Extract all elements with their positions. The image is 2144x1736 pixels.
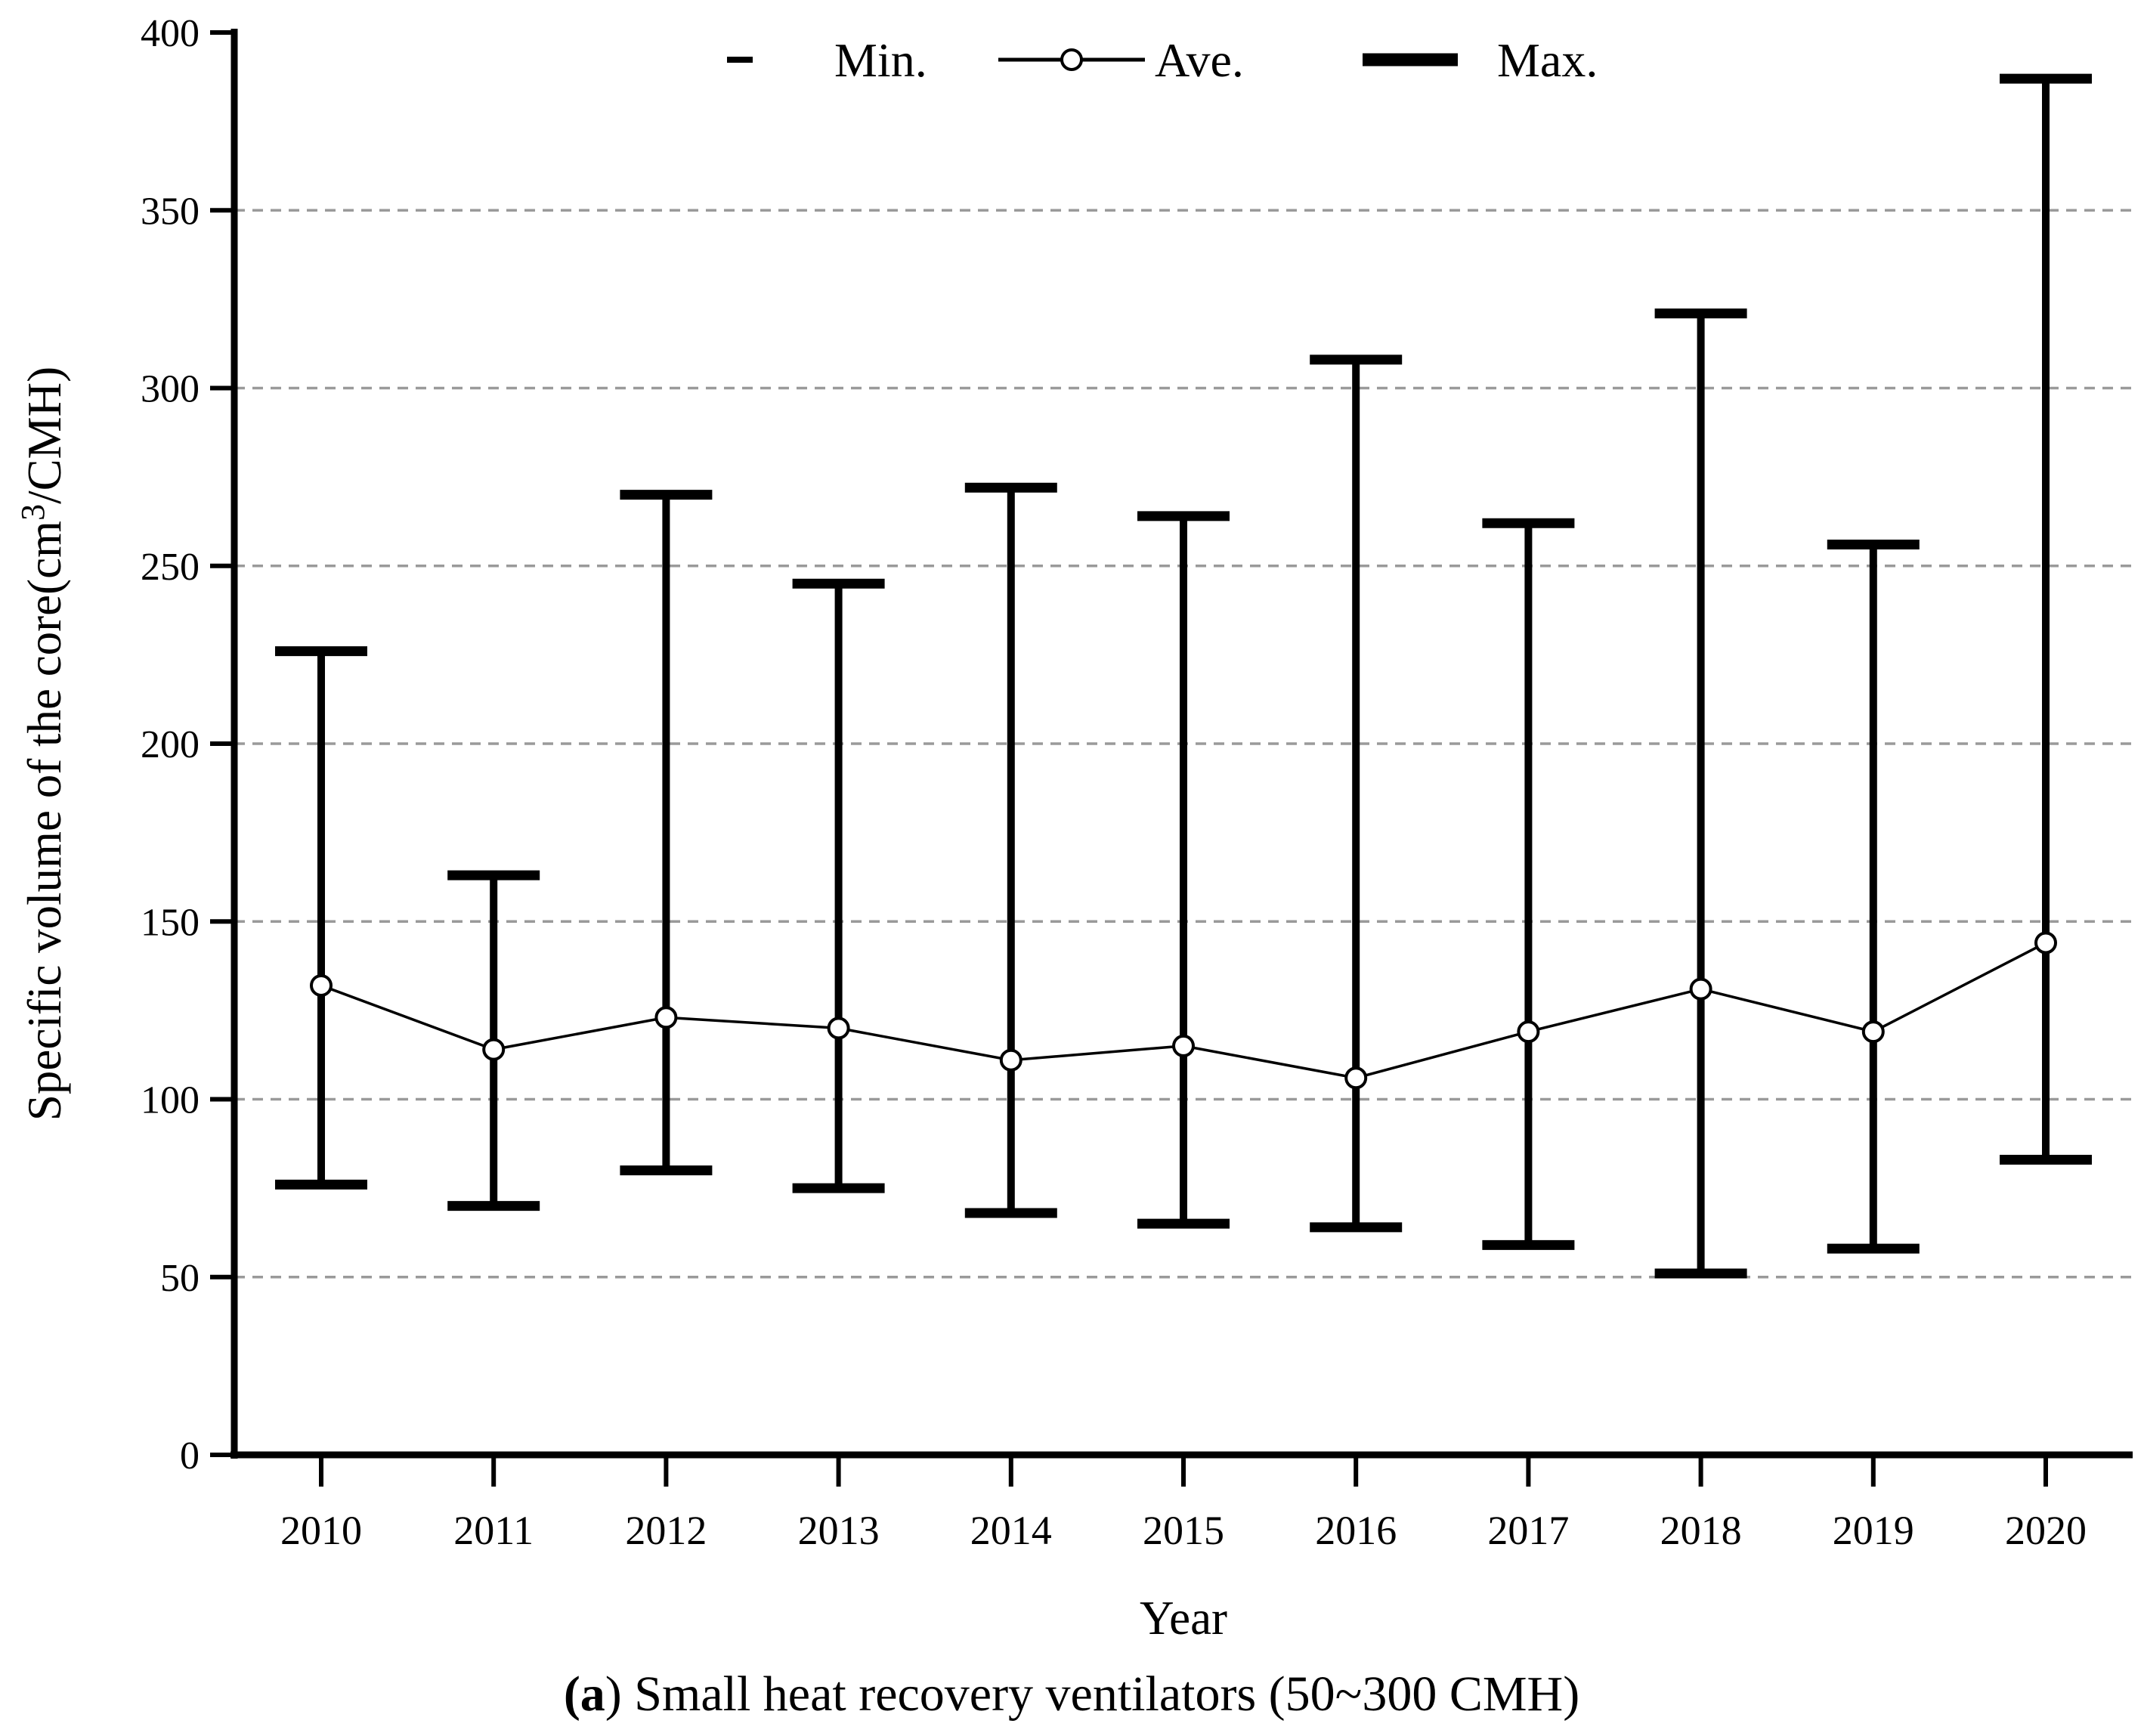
average-marker-2013	[827, 1017, 850, 1040]
y-tick-labels: 0 50 100 150 200 250 300 350 400	[141, 12, 200, 1478]
average-line-layer	[310, 931, 2057, 1090]
x-axis-title: Year	[1140, 1592, 1227, 1645]
legend: Min. Ave. Max.	[727, 33, 1598, 87]
error-bar-2014	[964, 482, 1057, 1218]
y-tick-label: 400	[141, 12, 200, 55]
caption-text-rest: ) Small heat recovery ventilators (50~30…	[605, 1666, 1579, 1722]
x-tick-label: 2014	[970, 1508, 1052, 1553]
legend-min-label: Min.	[834, 33, 927, 87]
x-tick-label: 2019	[1833, 1508, 1914, 1553]
y-tick-label: 150	[141, 901, 200, 944]
average-marker-2015	[1172, 1034, 1195, 1057]
x-tick-label: 2015	[1143, 1508, 1224, 1553]
error-bar-2019	[1827, 540, 1920, 1254]
error-bar-2017	[1482, 518, 1575, 1250]
average-marker-2019	[1861, 1020, 1885, 1044]
y-tick-label: 50	[160, 1257, 200, 1300]
caption-letter: a	[580, 1666, 605, 1722]
average-marker-2012	[654, 1006, 678, 1029]
average-marker-2014	[999, 1048, 1022, 1072]
error-bar-2020	[2000, 73, 2092, 1165]
average-marker-2018	[1689, 977, 1712, 1001]
y-axis-title-sup: 3	[14, 504, 51, 521]
y-tick-label: 100	[141, 1079, 200, 1122]
x-tick-label: 2012	[625, 1508, 707, 1553]
y-tick-label: 300	[141, 368, 200, 411]
x-tick-label: 2018	[1660, 1508, 1742, 1553]
x-tick-label: 2016	[1315, 1508, 1397, 1553]
average-marker-2010	[310, 973, 333, 997]
x-tick-label: 2013	[798, 1508, 880, 1553]
legend-ave-label: Ave.	[1155, 33, 1244, 87]
y-axis-title: Specific volume of the core(cm3/CMH)	[14, 367, 71, 1121]
y-tick-label: 250	[141, 546, 200, 589]
y-tick-label: 350	[141, 190, 200, 233]
x-tick-labels: 2010 2011 2012 2013 2014 2015 2016 2017 2018 2019…	[280, 1508, 2087, 1553]
legend-max-label: Max.	[1497, 33, 1598, 87]
average-marker-2020	[2034, 931, 2057, 955]
error-bars-layer	[275, 73, 2092, 1279]
error-bar-2016	[1310, 354, 1403, 1233]
y-tick-label: 0	[180, 1434, 200, 1478]
figure-caption: (a) Small heat recovery ventilators (50~…	[564, 1666, 1579, 1722]
caption-paren-open: (	[564, 1666, 580, 1722]
error-bar-2015	[1137, 511, 1230, 1229]
x-tick-label: 2020	[2005, 1508, 2087, 1553]
error-bar-2010	[275, 646, 367, 1190]
x-tick-label: 2011	[453, 1508, 534, 1553]
legend-ave-marker-icon	[1060, 48, 1083, 71]
error-bar-2018	[1654, 308, 1747, 1279]
error-bar-2013	[792, 578, 885, 1193]
error-bar-2012	[620, 490, 713, 1176]
legend-min-dash-icon	[727, 57, 753, 63]
average-marker-2011	[482, 1038, 506, 1061]
x-tick-label: 2010	[280, 1508, 362, 1553]
axes-layer	[210, 29, 2133, 1487]
y-axis-title-post: /CMH)	[18, 367, 71, 504]
y-axis-title-pre: Specific volume of the core(cm	[18, 521, 71, 1121]
average-marker-2016	[1344, 1066, 1368, 1090]
x-tick-label: 2017	[1487, 1508, 1569, 1553]
y-tick-label: 200	[141, 723, 200, 766]
average-marker-2017	[1517, 1020, 1540, 1044]
